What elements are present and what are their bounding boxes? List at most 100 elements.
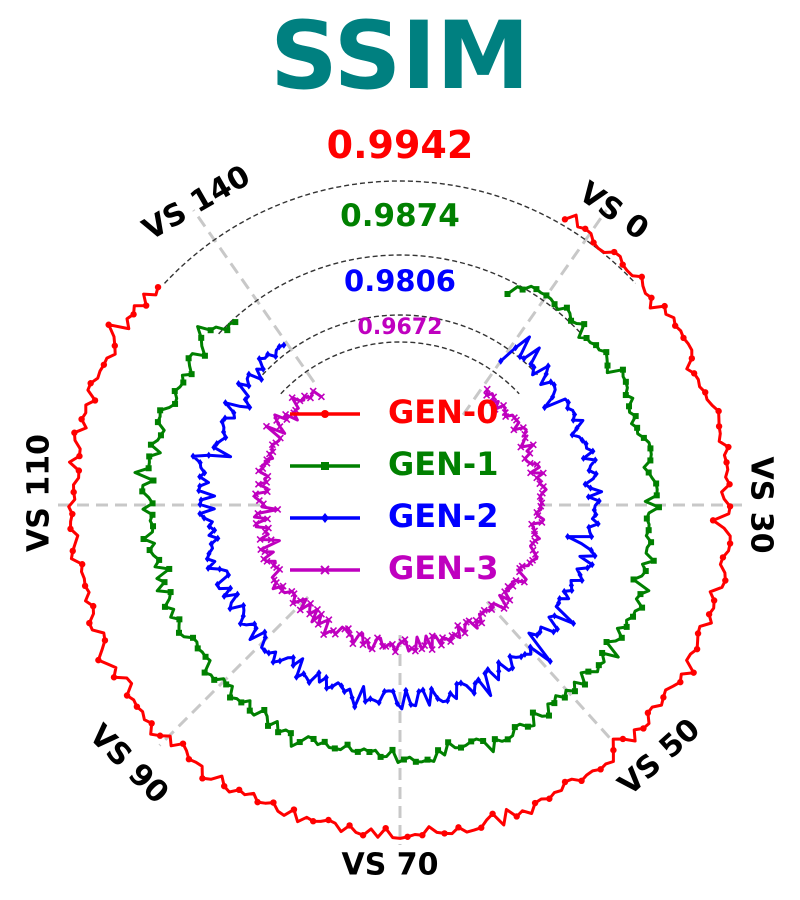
reference-arc xyxy=(261,314,539,376)
series-marker xyxy=(491,736,498,743)
series-marker xyxy=(208,540,214,548)
series-marker xyxy=(199,775,206,782)
series-marker xyxy=(180,379,187,386)
series-marker xyxy=(513,813,520,820)
series-marker xyxy=(534,512,542,520)
series-marker xyxy=(551,381,557,389)
series-marker xyxy=(341,688,348,696)
series-marker xyxy=(331,630,339,638)
series-marker xyxy=(574,424,580,432)
series-marker xyxy=(519,423,527,432)
reference-value-labels: 0.9942 0.9874 0.9806 0.9672 xyxy=(327,123,474,340)
series-marker xyxy=(270,799,277,806)
series-marker xyxy=(543,370,549,378)
series-marker xyxy=(435,747,442,754)
series-marker xyxy=(653,492,660,499)
series-marker xyxy=(256,355,262,363)
series-marker xyxy=(603,639,610,646)
series-marker xyxy=(362,697,368,706)
series-marker xyxy=(527,643,533,651)
series-marker xyxy=(260,555,268,563)
series-marker xyxy=(367,695,373,703)
series-marker xyxy=(355,630,363,638)
series-marker xyxy=(288,587,296,596)
series-marker xyxy=(282,410,290,419)
series-marker xyxy=(723,459,730,466)
series-marker xyxy=(424,756,431,763)
series-marker xyxy=(551,612,558,620)
series-marker xyxy=(223,433,229,442)
series-marker xyxy=(507,652,513,661)
series-marker xyxy=(219,418,225,426)
series-marker xyxy=(582,480,588,488)
series-marker xyxy=(479,609,487,618)
series-marker xyxy=(225,571,232,579)
series-marker xyxy=(420,686,426,694)
series-marker xyxy=(86,619,93,627)
series-marker xyxy=(504,291,511,298)
series-marker xyxy=(240,601,247,610)
series-marker xyxy=(79,561,86,568)
series-marker xyxy=(529,539,537,547)
series-marker xyxy=(483,385,491,393)
series-marker xyxy=(457,744,464,751)
series-marker xyxy=(220,782,228,790)
series-marker xyxy=(156,732,164,739)
series-marker xyxy=(531,363,537,371)
series-marker xyxy=(568,317,575,324)
series-marker xyxy=(500,604,508,613)
series-marker xyxy=(301,670,307,678)
series-marker xyxy=(379,642,387,650)
series-marker xyxy=(391,648,399,656)
series-marker xyxy=(546,795,553,802)
series-marker xyxy=(578,777,585,785)
reference-arc xyxy=(163,180,637,284)
series-marker xyxy=(526,449,534,457)
series-marker xyxy=(67,525,74,533)
series-marker xyxy=(368,645,376,653)
series-marker xyxy=(561,587,567,596)
series-marker xyxy=(690,669,697,676)
series-marker xyxy=(408,644,416,652)
series-marker xyxy=(571,688,578,695)
series-marker xyxy=(589,561,595,569)
series-marker xyxy=(247,403,253,412)
series-marker xyxy=(437,641,445,649)
series-marker xyxy=(325,816,332,824)
grid-lines xyxy=(55,209,745,845)
series-marker xyxy=(454,621,462,630)
series-marker xyxy=(618,634,625,641)
series-marker xyxy=(223,681,230,688)
series-marker xyxy=(323,673,329,682)
series-marker xyxy=(252,519,260,528)
series-marker xyxy=(329,683,335,691)
series-marker xyxy=(100,361,108,368)
series-marker xyxy=(483,391,491,399)
series-marker xyxy=(149,500,156,507)
series-marker xyxy=(581,321,588,328)
series-marker xyxy=(227,584,234,592)
series-marker xyxy=(296,596,305,605)
grid-spoke xyxy=(158,595,310,747)
series-marker xyxy=(261,706,268,713)
series-marker xyxy=(529,441,537,449)
series-marker xyxy=(537,502,545,510)
series-marker xyxy=(512,416,521,424)
series-marker xyxy=(599,649,606,656)
series-marker xyxy=(185,355,192,362)
series-marker xyxy=(428,645,436,654)
series-marker xyxy=(588,546,594,554)
series-marker xyxy=(255,496,263,505)
series-marker xyxy=(645,527,652,534)
series-marker xyxy=(513,344,519,352)
series-marker xyxy=(273,352,279,361)
series-marker xyxy=(279,582,287,590)
series-marker xyxy=(715,407,722,415)
series-marker xyxy=(110,674,118,681)
series-marker xyxy=(313,605,322,613)
series-marker xyxy=(551,301,558,308)
series-marker xyxy=(288,394,296,402)
series-marker xyxy=(270,561,278,570)
series-marker xyxy=(194,645,201,652)
series-marker xyxy=(593,342,600,349)
